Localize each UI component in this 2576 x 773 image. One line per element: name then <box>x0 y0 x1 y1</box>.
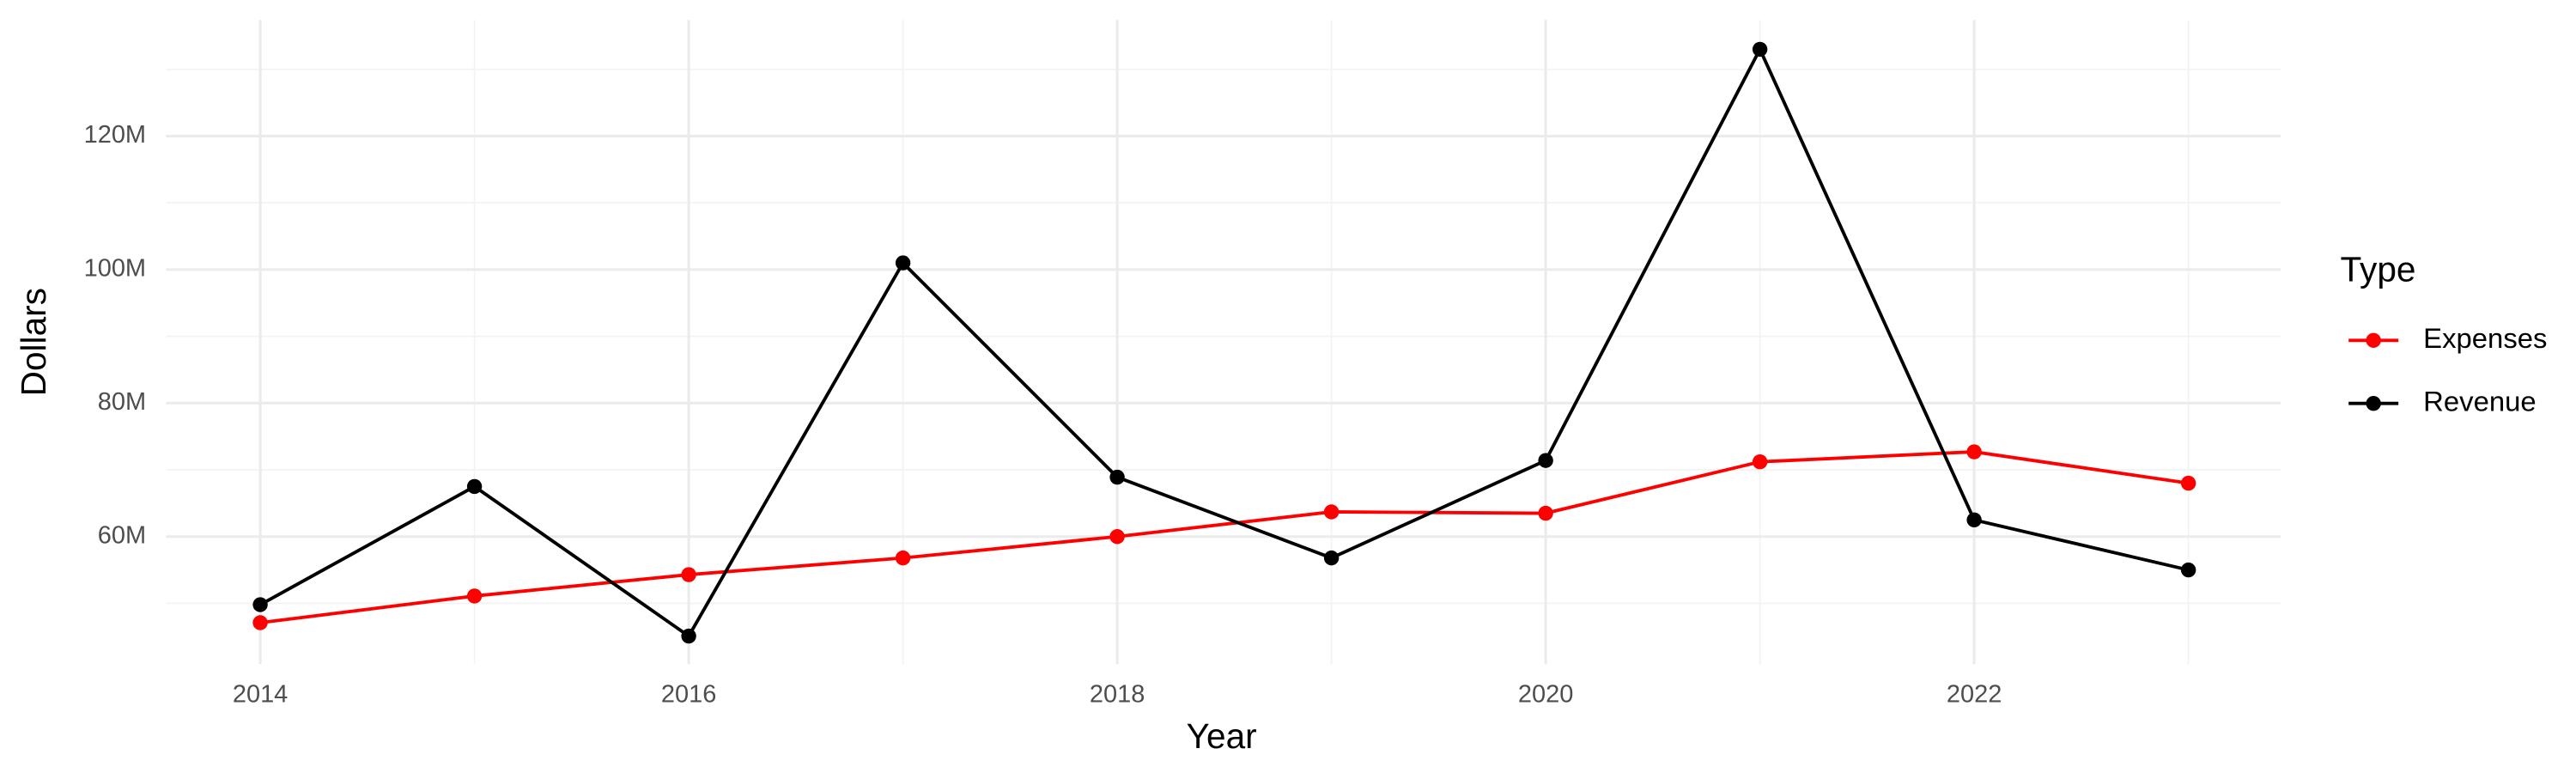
y-tick-label: 120M <box>84 121 147 149</box>
data-point <box>252 615 268 630</box>
data-point <box>1752 454 1768 470</box>
data-point <box>895 255 911 271</box>
data-point <box>1966 444 1982 460</box>
data-point <box>1323 550 1340 566</box>
data-point <box>1752 41 1768 58</box>
y-axis-title: Dollars <box>14 288 53 396</box>
legend-key-point <box>2366 396 2381 411</box>
data-point <box>1538 453 1553 468</box>
x-tick-label: 2016 <box>661 681 716 709</box>
legend-title: Type <box>2341 250 2416 289</box>
y-tick-label: 60M <box>98 521 146 549</box>
x-tick-label: 2018 <box>1090 681 1145 709</box>
x-tick-label: 2020 <box>1518 681 1573 709</box>
series-line <box>259 450 2189 624</box>
legend-label: Revenue <box>2423 385 2537 417</box>
data-point <box>895 550 911 566</box>
data-point <box>466 588 483 604</box>
data-point <box>681 628 696 644</box>
data-point <box>252 597 268 612</box>
legend-label: Expenses <box>2423 322 2547 354</box>
data-point <box>681 567 696 582</box>
data-point <box>1109 469 1125 485</box>
data-point <box>1538 505 1553 521</box>
data-point <box>2180 475 2196 491</box>
x-axis-title: Year <box>1187 716 1257 756</box>
data-point <box>1966 512 1982 528</box>
data-point <box>2180 562 2196 578</box>
y-tick-label: 100M <box>84 255 147 283</box>
x-tick-label: 2014 <box>233 681 288 709</box>
y-tick-label: 80M <box>98 388 146 416</box>
x-tick-label: 2022 <box>1947 681 2002 709</box>
data-point <box>466 478 483 495</box>
series-line <box>259 45 2190 639</box>
legend-key-point <box>2366 332 2381 348</box>
data-point <box>1323 504 1340 520</box>
data-point <box>1109 529 1125 545</box>
